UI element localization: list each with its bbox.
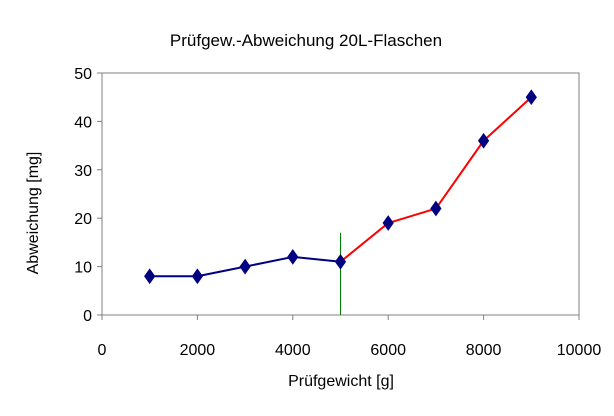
x-axis-label: Prüfgewicht [g] (288, 373, 394, 390)
x-tick-label: 6000 (370, 342, 406, 359)
data-markers (144, 89, 537, 285)
x-tick-label: 10000 (557, 342, 602, 359)
data-point-marker (430, 200, 442, 217)
x-axis: 0 2000 4000 6000 8000 10000 (98, 315, 602, 359)
y-tick-label: 50 (74, 66, 92, 83)
data-point-marker (144, 268, 156, 285)
data-point-marker (525, 89, 537, 106)
x-tick-label: 8000 (466, 342, 502, 359)
x-tick-label: 4000 (275, 342, 311, 359)
x-tick-label: 2000 (180, 342, 216, 359)
data-point-marker (382, 215, 394, 231)
data-point-marker (287, 249, 299, 265)
y-tick-label: 20 (74, 211, 92, 228)
chart-title: Prüfgew.-Abweichung 20L-Flaschen (170, 31, 442, 50)
data-point-marker (334, 253, 347, 270)
data-point-marker (239, 258, 251, 275)
y-tick-label: 40 (74, 114, 92, 131)
y-tick-label: 10 (74, 260, 92, 277)
data-point-marker (191, 268, 204, 285)
x-tick-label: 0 (98, 342, 107, 359)
y-tick-label: 30 (74, 163, 92, 180)
y-tick-label: 0 (83, 308, 92, 325)
y-axis: 0 10 20 30 40 50 (74, 66, 102, 325)
y-axis-label: Abweichung [mg] (25, 152, 42, 275)
data-point-marker (477, 132, 490, 149)
